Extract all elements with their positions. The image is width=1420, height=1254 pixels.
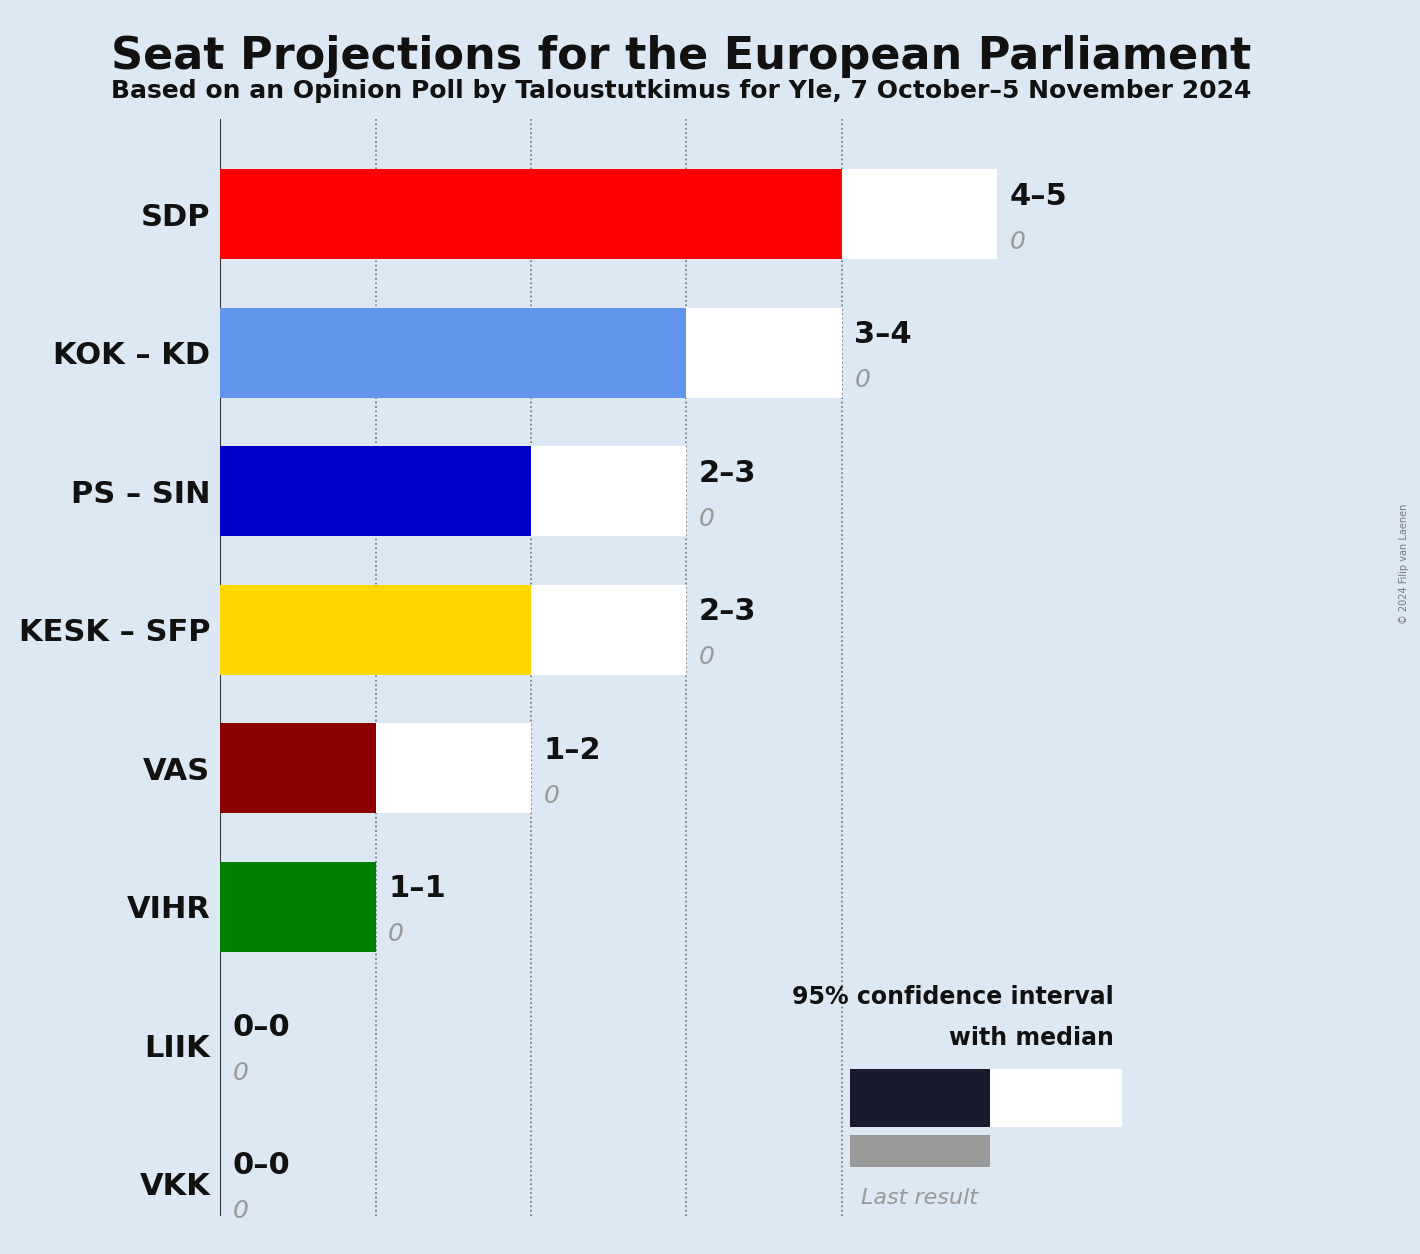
Text: 0: 0 [233,1061,248,1085]
Text: Last result: Last result [861,1188,978,1208]
Text: 1–1: 1–1 [388,874,446,903]
Bar [1106,1068,1207,1127]
Text: 2–3: 2–3 [699,597,757,626]
Bar [531,584,686,675]
Text: 0–0: 0–0 [233,1151,290,1180]
Text: Seat Projections for the European Parliament: Seat Projections for the European Parlia… [112,35,1251,78]
Text: 0: 0 [544,784,559,808]
Bar [220,861,375,952]
Text: 4–5: 4–5 [1010,182,1068,211]
Text: Based on an Opinion Poll by Taloustutkimus for Yle, 7 October–5 November 2024: Based on an Opinion Poll by Taloustutkim… [111,79,1252,103]
Bar [686,307,842,398]
Bar [220,169,842,260]
Bar [220,307,686,398]
Bar [686,307,842,398]
Bar [842,169,997,260]
Text: 0: 0 [855,369,870,393]
Bar [375,724,531,813]
Bar [375,724,531,813]
Text: 0: 0 [699,507,714,530]
Bar [990,1068,1106,1127]
Text: 0–0: 0–0 [233,1013,290,1042]
Text: with median: with median [949,1026,1115,1051]
Bar [220,584,531,675]
Bar [220,724,375,813]
Bar [1106,1068,1207,1127]
Text: 2–3: 2–3 [699,459,757,488]
Bar [531,584,686,675]
Bar [849,1135,990,1166]
Bar [842,169,997,260]
Text: 1–2: 1–2 [544,736,601,765]
Bar [531,446,686,537]
Text: 0: 0 [699,646,714,670]
Text: © 2024 Filip van Laenen: © 2024 Filip van Laenen [1399,504,1409,624]
Text: 95% confidence interval: 95% confidence interval [792,984,1115,1008]
Bar [531,446,686,537]
Text: 0: 0 [388,923,403,947]
Text: 0: 0 [1010,229,1025,253]
Bar [990,1068,1106,1127]
Text: 3–4: 3–4 [855,320,912,349]
Bar [220,446,531,537]
Text: 0: 0 [233,1200,248,1224]
Bar [849,1068,990,1127]
